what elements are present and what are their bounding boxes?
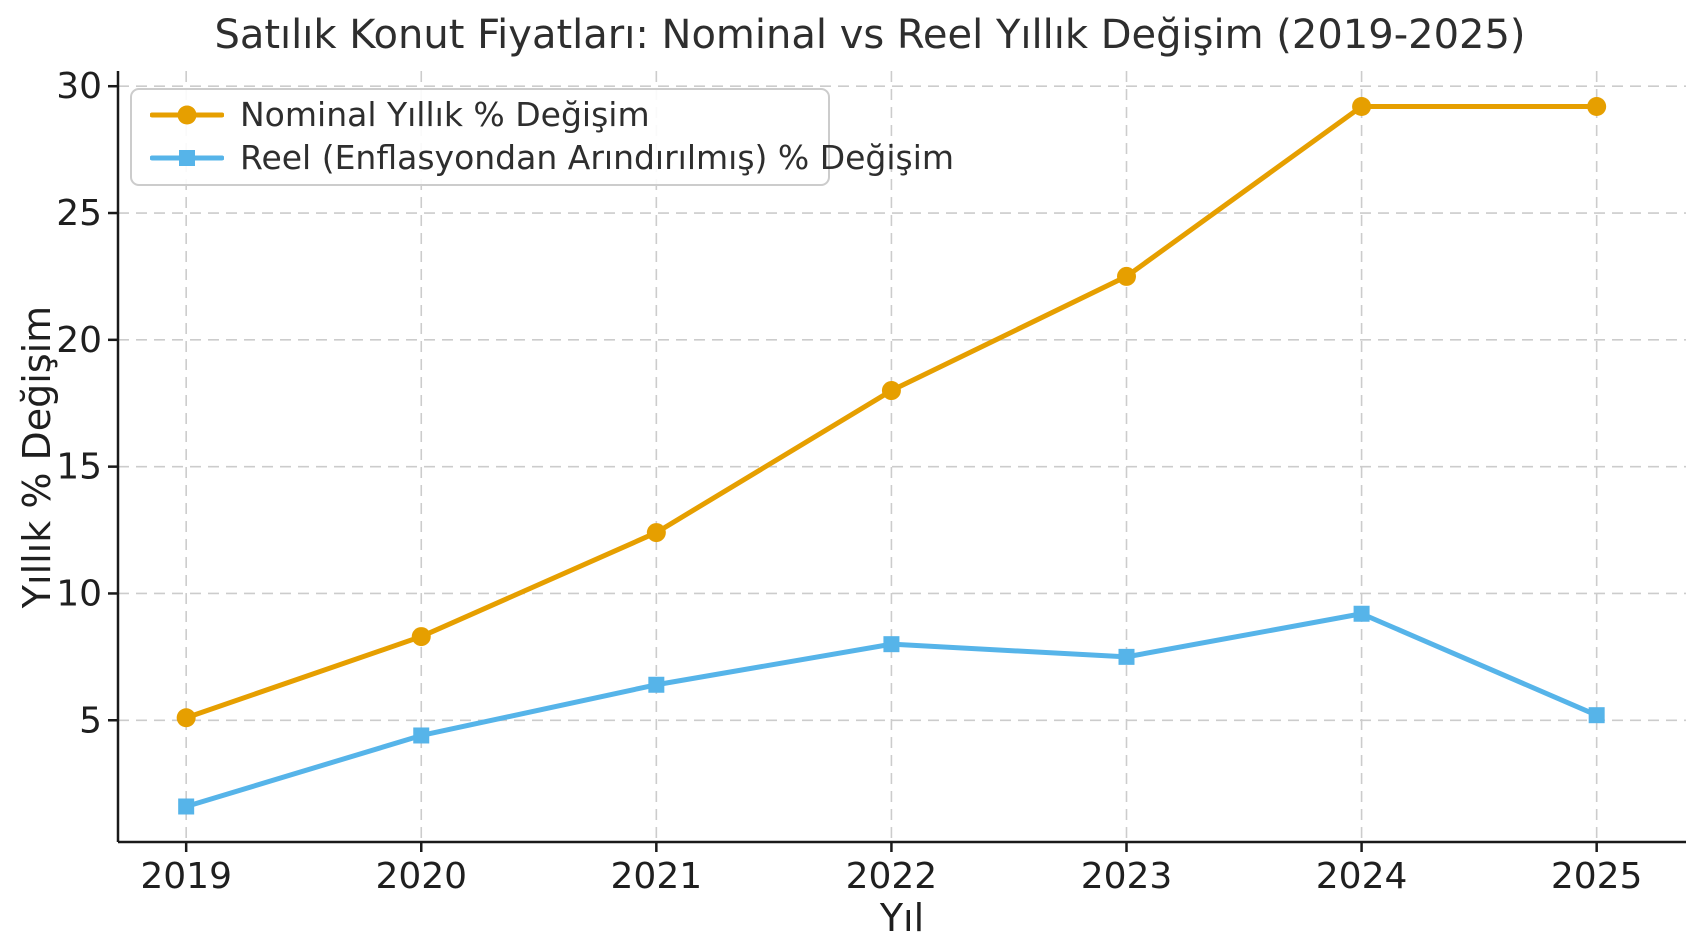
- y-tick-label: 25: [56, 193, 102, 234]
- x-tick-label: 2020: [375, 856, 467, 897]
- chart-title: Satılık Konut Fiyatları: Nominal vs Reel…: [214, 12, 1526, 58]
- data-point-circle: [646, 523, 666, 543]
- data-point-circle: [1117, 266, 1137, 286]
- data-point-square: [648, 676, 665, 693]
- legend-label-nominal: Nominal Yıllık % Değişim: [240, 95, 650, 134]
- legend-sample-square-icon: [179, 149, 195, 166]
- legend-item-nominal: Nominal Yıllık % Değişim: [132, 93, 828, 136]
- x-tick-label: 2023: [1081, 856, 1173, 897]
- y-tick-label: 30: [56, 66, 102, 107]
- y-tick-label: 10: [56, 573, 102, 614]
- x-axis-label: Yıl: [879, 896, 925, 940]
- data-point-square: [1353, 605, 1370, 622]
- legend-sample-nominal-line-icon: [150, 105, 224, 124]
- x-tick-label: 2024: [1316, 856, 1408, 897]
- data-point-square: [178, 798, 195, 815]
- y-tick-label: 5: [79, 700, 102, 741]
- x-tick-label: 2019: [140, 856, 232, 897]
- legend-sample-reel-line-icon: [150, 149, 224, 166]
- legend-sample-circle-icon: [177, 105, 197, 124]
- data-point-square: [1588, 707, 1605, 724]
- data-point-circle: [1587, 97, 1607, 117]
- data-point-circle: [411, 627, 431, 647]
- x-tick-label: 2022: [846, 856, 938, 897]
- legend: Nominal Yıllık % Değişim Reel (Enflasyon…: [130, 88, 954, 186]
- y-tick-label: 15: [56, 447, 102, 488]
- data-point-circle: [1352, 97, 1372, 117]
- data-point-square: [883, 636, 900, 653]
- data-point-circle: [176, 708, 196, 728]
- y-axis-label: Yıllık % Değişim: [15, 305, 59, 609]
- legend-item-reel: Reel (Enflasyondan Arındırılmış) % Değiş…: [132, 136, 954, 179]
- x-tick-label: 2021: [611, 856, 703, 897]
- data-point-square: [413, 727, 430, 744]
- data-point-circle: [881, 381, 901, 401]
- legend-label-reel: Reel (Enflasyondan Arındırılmış) % Değiş…: [240, 138, 955, 177]
- y-tick-label: 20: [56, 320, 102, 361]
- data-point-square: [1118, 648, 1135, 665]
- x-tick-label: 2025: [1551, 856, 1643, 897]
